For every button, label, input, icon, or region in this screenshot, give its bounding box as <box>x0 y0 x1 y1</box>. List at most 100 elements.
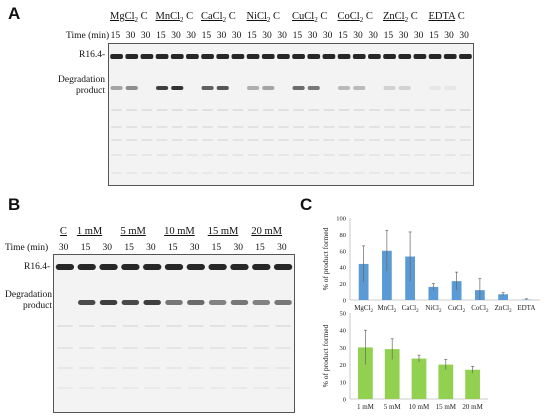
bar <box>384 349 400 399</box>
gel-band-faint <box>444 109 456 111</box>
y-tick-label: 40 <box>340 265 347 272</box>
gel-band-faint <box>57 347 73 349</box>
gel-band-full-length <box>230 264 249 270</box>
gel-band-faint <box>144 387 160 389</box>
panel-a-time-value: 30 <box>231 31 242 41</box>
gel-band-faint <box>293 154 304 156</box>
panel-b-concentration-header: 1 mM <box>76 226 103 237</box>
gel-band-full-length <box>307 54 321 59</box>
gel-band-faint <box>444 139 456 141</box>
gel-band-faint <box>202 126 213 128</box>
gel-band-full-length <box>383 54 396 59</box>
bar <box>465 369 480 399</box>
panel-a-time-value: 30 <box>413 31 424 41</box>
gel-band-faint <box>141 139 153 141</box>
gel-band-faint <box>171 172 183 174</box>
gel-band-faint <box>156 109 168 111</box>
gel-band-full-length <box>186 264 205 270</box>
x-tick-label: 5 mM <box>384 403 402 411</box>
gel-band-degradation <box>252 300 270 305</box>
gel-band-faint <box>399 126 411 128</box>
gel-band-degradation <box>165 300 183 305</box>
panel-a-control-label: C <box>457 11 465 22</box>
gel-band-degradation <box>110 86 123 90</box>
gel-band-faint <box>111 139 122 141</box>
gel-band-faint <box>100 367 117 369</box>
gel-band-degradation <box>247 86 260 90</box>
gel-band-faint <box>278 139 289 141</box>
gel-band-full-length <box>413 54 427 59</box>
panel-a-time-value: 30 <box>353 31 363 41</box>
panel-a-condition-subscript: 2 <box>314 16 318 25</box>
gel-band-full-length <box>231 54 245 59</box>
panel-b-concentration-header: 5 mM <box>120 226 146 237</box>
gel-band-faint <box>460 126 471 128</box>
gel-band-faint <box>247 109 259 111</box>
gel-band-faint <box>253 387 269 389</box>
panel-a-condition-header: ZnCl2 C <box>383 11 418 24</box>
gel-band-faint <box>231 387 248 389</box>
panel-a-time-value: 15 <box>429 31 439 41</box>
gel-band-faint <box>217 172 229 174</box>
gel-band-faint <box>79 325 95 327</box>
gel-band-faint <box>384 139 395 141</box>
gel-band-faint <box>232 154 244 156</box>
x-tick-label: NiCl2 <box>425 304 442 314</box>
panel-a-control-label: C <box>320 11 328 22</box>
gel-band-faint <box>126 172 138 174</box>
gel-band-faint <box>353 139 365 141</box>
gel-band-faint <box>369 139 380 141</box>
panel-a-condition-name: MgCl <box>110 11 135 22</box>
gel-band-faint <box>126 154 138 156</box>
gel-band-faint <box>202 172 213 174</box>
gel-band-full-length <box>125 54 139 59</box>
panel-b-control-header: C <box>59 226 67 237</box>
gel-band-faint <box>171 109 183 111</box>
gel-band-faint <box>202 154 213 156</box>
gel-band-faint <box>187 109 198 111</box>
gel-band-degradation <box>171 86 184 90</box>
x-tick-label: 20 mM <box>462 403 483 411</box>
panel-b-time-value: 30 <box>102 243 113 253</box>
gel-band-faint <box>338 126 350 128</box>
y-tick-label: 0 <box>343 298 346 305</box>
chart-metal-ions: 0 20 40 60 80 100 % of product formed MgCl2 MnCl… <box>321 216 540 314</box>
panel-a-time-value: 15 <box>156 31 166 41</box>
gel-band-faint <box>353 109 365 111</box>
panel-b-time-value: 15 <box>124 243 134 253</box>
panel-a-condition-header: CaCl2 C <box>201 11 236 24</box>
bar <box>358 347 373 399</box>
gel-band-faint <box>57 325 73 327</box>
gel-band-full-length <box>164 264 184 270</box>
gel-band-faint <box>338 154 350 156</box>
panel-a-condition-subscript: 2 <box>266 16 271 25</box>
gel-band-faint <box>414 172 426 174</box>
gel-band-faint <box>323 126 335 128</box>
gel-band-faint <box>384 126 395 128</box>
gel-band-faint <box>414 154 426 156</box>
gel-band-degradation <box>216 86 229 90</box>
gel-band-full-length <box>216 54 230 59</box>
gel-band-degradation <box>121 300 140 305</box>
gel-band-degradation <box>156 86 169 90</box>
gel-band-faint <box>414 139 426 141</box>
panel-a-control-label: C <box>365 11 373 22</box>
gel-band-full-length <box>143 264 162 270</box>
gel-band-faint <box>444 154 456 156</box>
gel-band-degradation <box>338 86 351 90</box>
gel-band-faint <box>323 139 335 141</box>
gel-band-faint <box>429 126 441 128</box>
panel-a-control-label: C <box>228 11 236 22</box>
panel-a-condition-name: EDTA <box>428 11 456 22</box>
gel-band-full-length <box>292 54 305 59</box>
x-tick-label: 10 mM <box>409 403 430 411</box>
chart-concentrations: 0 10 20 30 40 50 % of product formed 1 mM 5 mM 10… <box>321 311 488 411</box>
gel-band-faint <box>111 126 122 128</box>
gel-band-faint <box>188 347 204 349</box>
panel-a-condition-subscript: 2 <box>404 16 409 25</box>
panel-b-time-value: 15 <box>255 243 265 253</box>
y-tick-label: 20 <box>340 362 347 369</box>
gel-band-faint <box>166 367 182 369</box>
gel-band-faint <box>399 109 411 111</box>
gel-band-faint <box>369 154 380 156</box>
